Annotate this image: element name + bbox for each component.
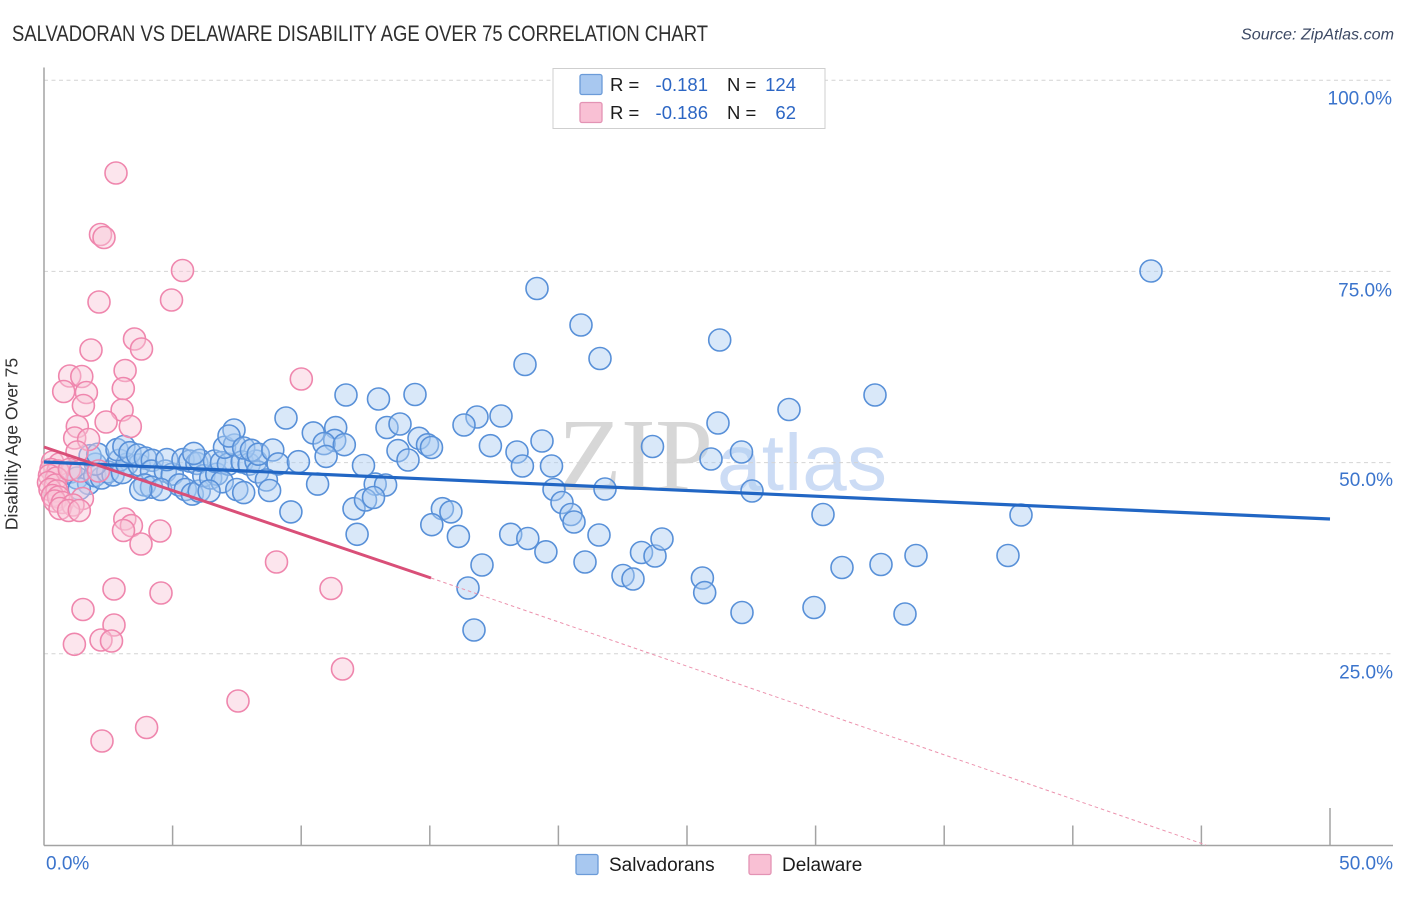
- svg-text:75.0%: 75.0%: [1338, 281, 1392, 302]
- svg-text:50.0%: 50.0%: [1339, 854, 1393, 875]
- svg-text:62: 62: [775, 102, 796, 123]
- svg-text:Salvadorans: Salvadorans: [609, 855, 715, 876]
- svg-text:124: 124: [765, 74, 796, 95]
- svg-text:R =: R =: [610, 74, 639, 95]
- svg-text:-0.181: -0.181: [656, 74, 708, 95]
- svg-text:SALVADORAN VS DELAWARE DISABIL: SALVADORAN VS DELAWARE DISABILITY AGE OV…: [12, 21, 708, 46]
- svg-text:-0.186: -0.186: [656, 102, 708, 123]
- svg-text:25.0%: 25.0%: [1339, 663, 1393, 684]
- svg-text:50.0%: 50.0%: [1339, 470, 1393, 491]
- svg-text:R =: R =: [610, 102, 639, 123]
- svg-text:0.0%: 0.0%: [46, 854, 89, 875]
- svg-text:Delaware: Delaware: [782, 855, 862, 876]
- svg-text:N =: N =: [727, 74, 756, 95]
- svg-text:Source: ZipAtlas.com: Source: ZipAtlas.com: [1241, 27, 1394, 44]
- svg-text:N =: N =: [727, 102, 756, 123]
- svg-text:100.0%: 100.0%: [1328, 89, 1393, 110]
- svg-text:ZIP: ZIP: [558, 398, 713, 513]
- svg-text:Disability Age Over 75: Disability Age Over 75: [2, 358, 22, 530]
